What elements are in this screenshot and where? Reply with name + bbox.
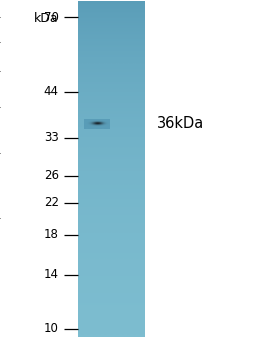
Text: 26: 26 (44, 170, 59, 182)
Text: 18: 18 (44, 228, 59, 241)
Text: 14: 14 (44, 269, 59, 281)
Text: 70: 70 (44, 11, 59, 24)
Text: 36kDa: 36kDa (157, 116, 204, 131)
Text: 33: 33 (44, 131, 59, 144)
Text: 22: 22 (44, 196, 59, 209)
Text: 10: 10 (44, 322, 59, 335)
Text: kDa: kDa (34, 11, 59, 25)
Text: 44: 44 (44, 85, 59, 98)
